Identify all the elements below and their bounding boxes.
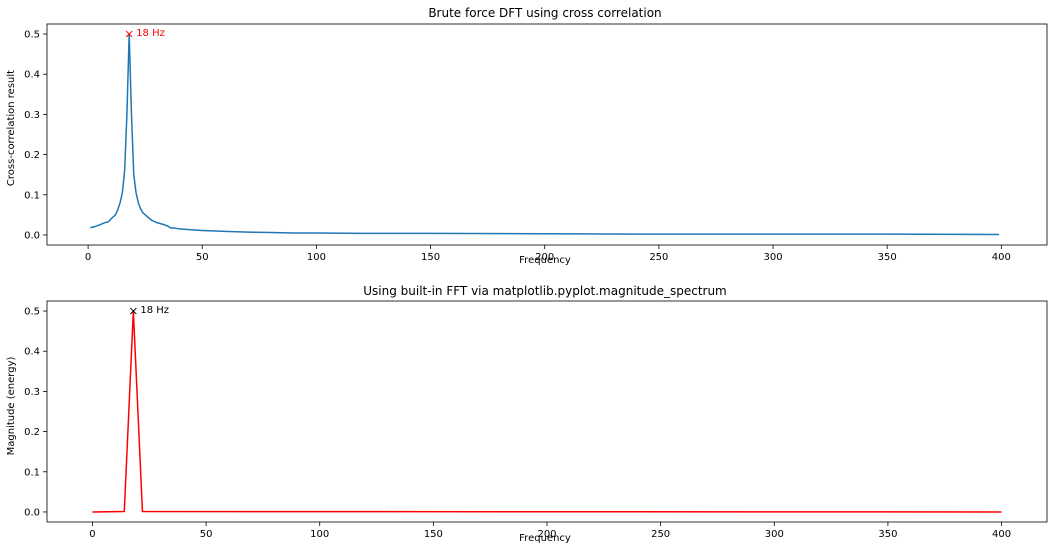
x-tick-label: 200 bbox=[535, 252, 554, 263]
y-tick-label: 0.3 bbox=[24, 110, 40, 121]
chart-magnitude-spectrum: Using built-in FFT via matplotlib.pyplot… bbox=[6, 284, 1048, 544]
chart-cross-correlation: Brute force DFT using cross correlation … bbox=[6, 6, 1048, 266]
y-tick-label: 0.2 bbox=[24, 150, 40, 161]
y-tick-label: 0.2 bbox=[24, 427, 40, 438]
x-tick-label: 150 bbox=[424, 529, 443, 540]
y-tick-label: 0.1 bbox=[24, 190, 40, 201]
x-tick-label: 400 bbox=[992, 252, 1011, 263]
x-tick-label: 50 bbox=[200, 529, 213, 540]
x-tick-label: 300 bbox=[765, 529, 784, 540]
x-tick-label: 350 bbox=[878, 252, 897, 263]
series-line bbox=[92, 310, 1002, 513]
x-tick-label: 0 bbox=[89, 529, 95, 540]
x-tick-label: 350 bbox=[878, 529, 897, 540]
x-tick-label: 400 bbox=[992, 529, 1011, 540]
y-tick-label: 0.1 bbox=[24, 467, 40, 478]
plot-frame bbox=[46, 23, 1048, 246]
y-tick-label: 0.4 bbox=[24, 70, 40, 81]
x-tick-label: 300 bbox=[763, 252, 782, 263]
peak-annotation: 18 Hz bbox=[140, 305, 169, 316]
x-tick-label: 100 bbox=[310, 529, 329, 540]
plot-frame bbox=[46, 300, 1048, 523]
x-axis-label: Frequency bbox=[519, 533, 571, 544]
y-tick-label: 0.3 bbox=[24, 387, 40, 398]
y-tick-label: 0.0 bbox=[24, 507, 40, 518]
peak-marker bbox=[130, 307, 137, 315]
y-axis-label: Magnitude (energy) bbox=[6, 357, 17, 456]
x-tick-label: 200 bbox=[537, 529, 556, 540]
peak-marker bbox=[125, 30, 133, 38]
x-tick-label: 150 bbox=[421, 252, 440, 263]
chart-title: Brute force DFT using cross correlation bbox=[428, 6, 661, 20]
x-tick-label: 100 bbox=[307, 252, 326, 263]
chart-title: Using built-in FFT via matplotlib.pyplot… bbox=[363, 284, 727, 298]
x-tick-label: 50 bbox=[196, 252, 209, 263]
series-line bbox=[90, 33, 1000, 236]
x-tick-label: 0 bbox=[85, 252, 91, 263]
y-axis-label: Cross-correlation result bbox=[6, 70, 17, 186]
y-tick-label: 0.4 bbox=[24, 347, 40, 358]
peak-annotation: 18 Hz bbox=[136, 28, 165, 39]
x-axis-label: Frequency bbox=[519, 255, 571, 266]
y-tick-label: 0.0 bbox=[24, 230, 40, 241]
y-tick-label: 0.5 bbox=[24, 307, 40, 318]
y-tick-label: 0.5 bbox=[24, 30, 40, 41]
x-tick-label: 250 bbox=[651, 529, 670, 540]
x-tick-label: 250 bbox=[649, 252, 668, 263]
